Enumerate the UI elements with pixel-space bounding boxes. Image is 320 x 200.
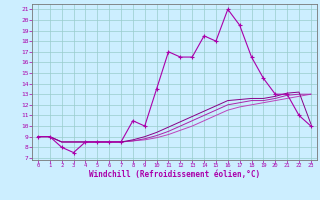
X-axis label: Windchill (Refroidissement éolien,°C): Windchill (Refroidissement éolien,°C) [89, 170, 260, 179]
